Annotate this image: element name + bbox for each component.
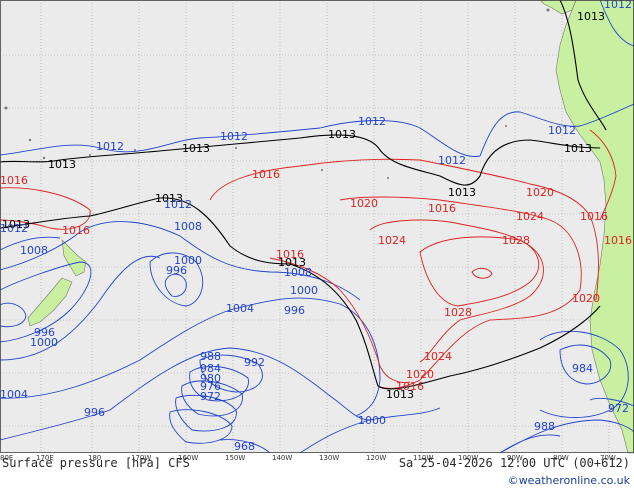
lon-tick: 150W	[225, 454, 245, 462]
label-low: 996	[34, 326, 55, 339]
label-low: 1000	[290, 284, 318, 297]
label-low: 1012	[438, 154, 466, 167]
label-low: 996	[284, 304, 305, 317]
label-high: 1020	[526, 186, 554, 199]
label-low: 1008	[284, 266, 312, 279]
label-low: 1012	[548, 124, 576, 137]
label-high: 1024	[516, 210, 544, 223]
label-reference: 1013	[386, 388, 414, 401]
label-high: 1028	[502, 234, 530, 247]
label-reference: 1013	[2, 218, 30, 231]
lon-tick: 170E	[36, 454, 54, 462]
high-pressure-isobars	[0, 129, 617, 389]
islands	[4, 8, 550, 179]
label-low: 1012	[358, 115, 386, 128]
label-reference: 1013	[577, 10, 605, 23]
label-reference: 1013	[564, 142, 592, 155]
label-high: 1016	[580, 210, 608, 223]
label-low: 1004	[0, 388, 28, 401]
label-reference: 1013	[448, 186, 476, 199]
lon-tick: 70W	[600, 454, 616, 462]
label-high: 1016	[604, 234, 632, 247]
reference-isobar-1013	[0, 0, 607, 390]
label-low: 972	[608, 402, 629, 415]
lon-tick: 110W	[413, 454, 433, 462]
label-low: 1000	[174, 254, 202, 267]
label-reference: 1013	[328, 128, 356, 141]
land-new-zealand-north	[61, 239, 87, 277]
label-low: 972	[200, 390, 221, 403]
label-high: 1016	[0, 174, 28, 187]
map-title: Surface pressure [hPa] CFS	[2, 456, 190, 470]
label-low: 992	[244, 356, 265, 369]
label-high: 1016	[276, 248, 304, 261]
ocean-area	[0, 0, 634, 453]
label-low: 1000	[358, 414, 386, 427]
label-low: 1012	[220, 130, 248, 143]
label-reference: 1013	[278, 256, 306, 269]
label-reference: 1013	[155, 192, 183, 205]
label-low: 984	[200, 362, 221, 375]
low-pressure-isobars	[0, 0, 634, 454]
label-low: 1012	[604, 0, 632, 11]
lon-tick: 130W	[319, 454, 339, 462]
lon-tick: 170W	[131, 454, 151, 462]
label-low: 1008	[20, 244, 48, 257]
label-low: 996	[84, 406, 105, 419]
label-low: 1012	[164, 198, 192, 211]
label-low: 1000	[30, 336, 58, 349]
lon-tick: 160W	[178, 454, 198, 462]
label-low: 984	[572, 362, 593, 375]
label-high: 1020	[406, 368, 434, 381]
land-new-zealand-south	[27, 277, 73, 327]
lon-tick: 90W	[507, 454, 523, 462]
label-low: 1008	[174, 220, 202, 233]
lon-tick: 80E	[0, 454, 13, 462]
site-credit[interactable]: ©weatheronline.co.uk	[507, 474, 630, 487]
label-high: 1024	[424, 350, 452, 363]
lon-tick: 100W	[458, 454, 478, 462]
valid-time: Sa 25-04-2026 12:00 UTC (00+612)	[398, 456, 630, 470]
label-reference: 1013	[182, 142, 210, 155]
lon-tick: 140W	[272, 454, 292, 462]
lon-tick: 80W	[553, 454, 569, 462]
label-low: 976	[200, 380, 221, 393]
label-low: 988	[534, 420, 555, 433]
lon-tick: 180	[88, 454, 101, 462]
lon-tick: 120W	[366, 454, 386, 462]
label-low: 1012	[96, 140, 124, 153]
longitude-axis: 80E 170E 180 170W 160W 150W 140W 130W 12…	[0, 454, 616, 462]
label-low: 988	[200, 350, 221, 363]
label-high: 1020	[350, 197, 378, 210]
label-high: 1024	[378, 234, 406, 247]
label-high: 1020	[572, 292, 600, 305]
label-low: 980	[200, 372, 221, 385]
label-low: 1012	[0, 222, 28, 235]
label-low: 1004	[226, 302, 254, 315]
label-high: 1028	[444, 306, 472, 319]
label-high: 1016	[428, 202, 456, 215]
label-high: 1016	[62, 224, 90, 237]
label-reference: 1013	[48, 158, 76, 171]
land-central-america	[539, 0, 577, 15]
isobar-labels: 1013 1013 1013 1013 1013 1013 1013 1013 …	[0, 0, 632, 453]
label-high: 1016	[396, 380, 424, 393]
label-high: 1016	[252, 168, 280, 181]
label-low: 968	[234, 440, 255, 453]
land-south-america	[555, 0, 634, 454]
label-low: 996	[166, 264, 187, 277]
